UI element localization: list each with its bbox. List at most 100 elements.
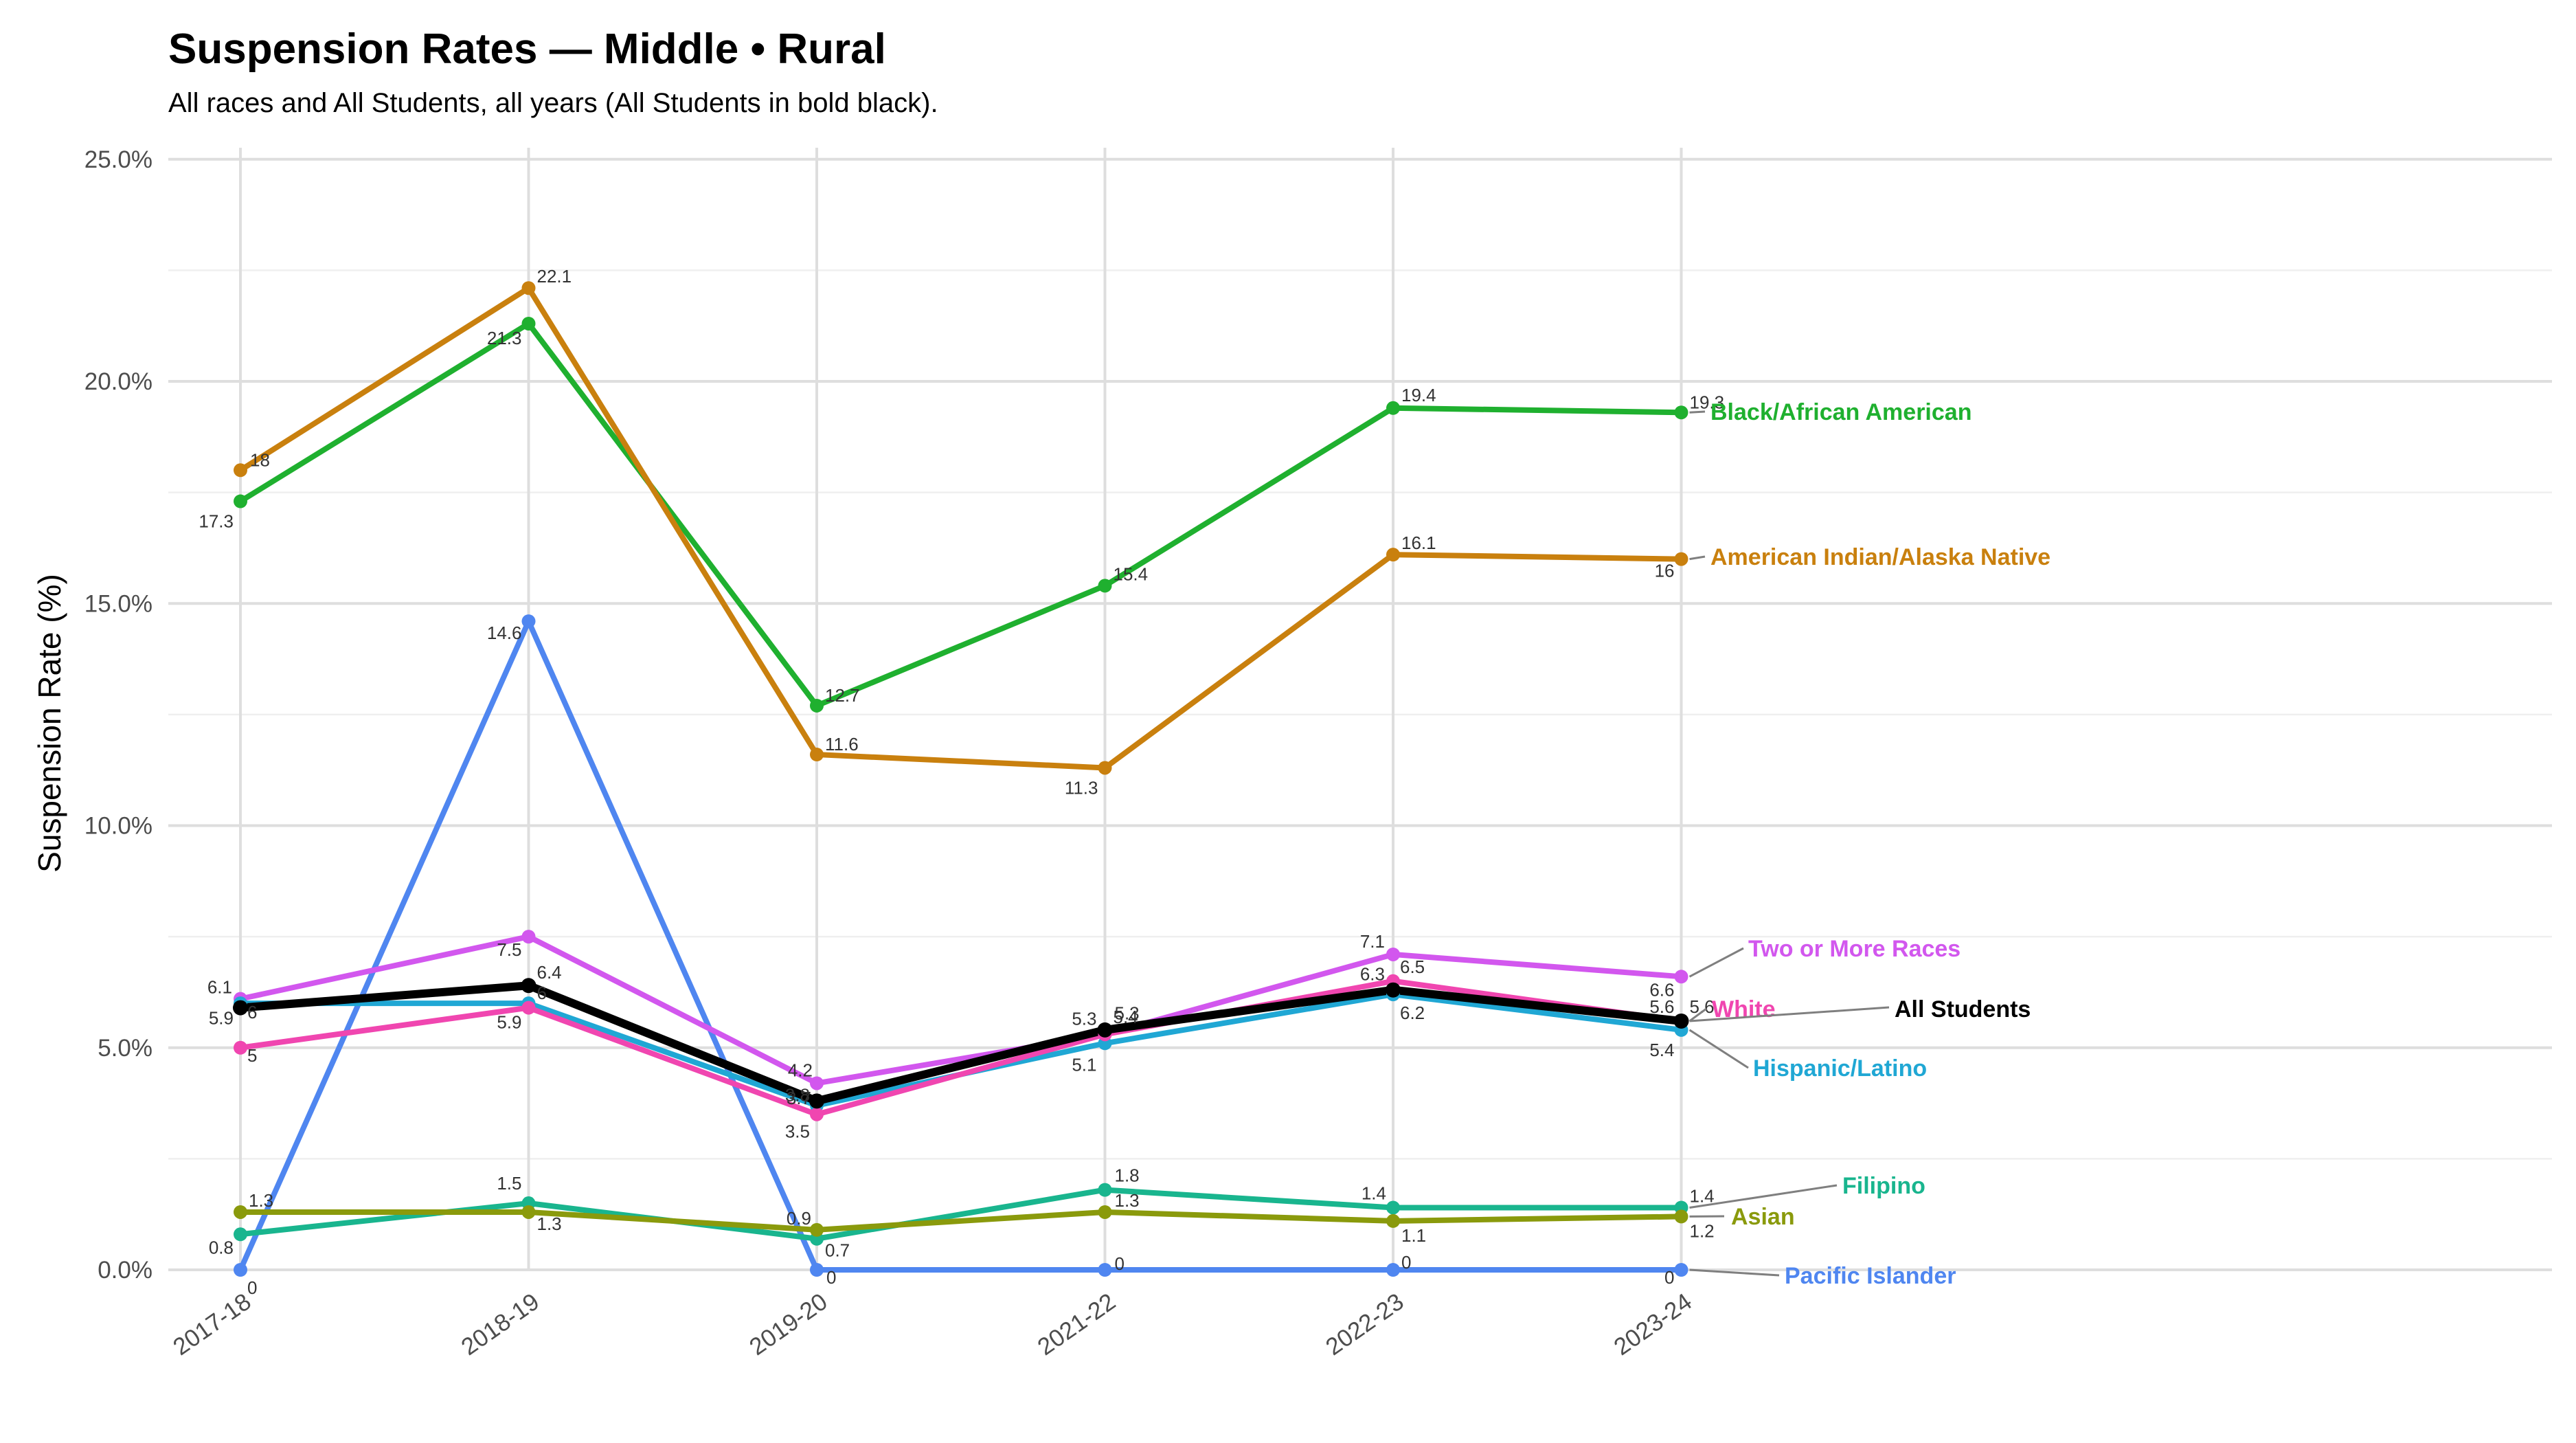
series-line-american-indian-alaska-native <box>238 285 1684 771</box>
series-line-black-african-american <box>238 320 1684 708</box>
data-point-all-students <box>1097 1022 1113 1038</box>
data-label-hispanic-latino: 6 <box>247 1002 257 1022</box>
data-point-american-indian-alaska-native <box>521 281 536 295</box>
data-label-two-or-more-races: 7.1 <box>1360 931 1385 952</box>
data-label-all-students: 3.8 <box>785 1084 810 1105</box>
data-point-pacific-islander <box>810 1263 824 1277</box>
x-tick-label: 2022-23 <box>1321 1288 1409 1361</box>
series-label-hispanic-latino: Hispanic/Latino <box>1753 1055 1927 1082</box>
data-point-white <box>521 1000 536 1015</box>
data-label-hispanic-latino: 3.7 <box>787 1088 811 1108</box>
y-tick-label: 25.0% <box>84 146 152 173</box>
data-label-pacific-islander: 0 <box>1115 1253 1125 1274</box>
data-label-asian: 1.3 <box>537 1213 562 1234</box>
data-point-filipino <box>1098 1183 1112 1197</box>
data-point-filipino <box>1386 1200 1400 1215</box>
data-point-all-students <box>809 1093 824 1109</box>
data-label-hispanic-latino: 6 <box>537 983 547 1003</box>
series-lines <box>236 285 1686 1273</box>
y-tick-label: 20.0% <box>84 368 152 395</box>
data-point-black-african-american <box>1386 401 1400 415</box>
x-tick-label: 2017-18 <box>168 1288 256 1361</box>
data-label-two-or-more-races: 6.6 <box>1649 979 1674 1000</box>
series-label-all-students: All Students <box>1895 996 2031 1022</box>
y-tick-label: 5.0% <box>98 1035 152 1062</box>
data-label-asian: 1.3 <box>249 1190 273 1211</box>
data-label-pacific-islander: 0 <box>1401 1252 1411 1273</box>
data-label-american-indian-alaska-native: 18 <box>250 449 270 470</box>
data-point-white <box>234 1040 247 1055</box>
data-point-two-or-more-races <box>521 930 536 944</box>
data-label-all-students: 5.6 <box>1690 996 1715 1017</box>
leader-line-american-indian-alaska-native <box>1689 555 1706 561</box>
data-label-asian: 1.3 <box>1115 1190 1140 1211</box>
data-point-asian <box>1386 1213 1400 1228</box>
data-point-black-african-american <box>234 494 247 508</box>
data-label-pacific-islander: 0 <box>1664 1267 1674 1288</box>
data-label-all-students: 6.3 <box>1360 964 1385 985</box>
series-line-pacific-islander <box>238 618 1684 1273</box>
data-label-filipino: 1.4 <box>1362 1183 1386 1203</box>
data-label-hispanic-latino: 5.1 <box>1072 1054 1096 1075</box>
data-point-all-students <box>521 978 536 994</box>
data-point-asian <box>234 1205 247 1219</box>
data-point-pacific-islander <box>1674 1263 1688 1277</box>
series-points <box>233 281 1689 1277</box>
data-label-black-african-american: 17.3 <box>199 511 234 532</box>
data-label-white: 5.9 <box>497 1012 521 1033</box>
data-point-all-students <box>1673 1013 1689 1029</box>
data-point-pacific-islander <box>521 614 536 629</box>
series-label-black-african-american: Black/African American <box>1710 399 1971 425</box>
series-line-two-or-more-races <box>238 934 1684 1086</box>
data-label-asian: 1.2 <box>1690 1220 1715 1241</box>
data-point-asian <box>521 1205 536 1219</box>
data-label-american-indian-alaska-native: 22.1 <box>537 266 572 287</box>
data-label-hispanic-latino: 5.4 <box>1649 1040 1674 1060</box>
leader-line-all-students <box>1689 1006 1890 1022</box>
chart-subtitle: All races and All Students, all years (A… <box>168 88 938 118</box>
data-label-hispanic-latino: 6.2 <box>1400 1003 1425 1023</box>
data-point-american-indian-alaska-native <box>810 748 824 762</box>
series-line-all-students <box>236 981 1686 1106</box>
data-label-filipino: 0.8 <box>209 1237 234 1257</box>
data-label-white: 6.5 <box>1400 957 1425 977</box>
data-label-pacific-islander: 14.6 <box>487 623 522 643</box>
data-point-american-indian-alaska-native <box>1674 552 1688 566</box>
data-label-black-african-american: 21.3 <box>487 328 522 348</box>
data-label-black-african-american: 12.7 <box>825 685 860 706</box>
y-tick-label: 10.0% <box>84 813 152 840</box>
data-label-two-or-more-races: 7.5 <box>497 939 521 960</box>
data-point-american-indian-alaska-native <box>234 463 247 478</box>
data-label-filipino: 0.7 <box>825 1240 850 1261</box>
data-point-asian <box>1098 1205 1112 1219</box>
data-point-pacific-islander <box>1386 1263 1400 1277</box>
leader-line-filipino <box>1689 1184 1838 1209</box>
data-labels: 17.3 21.3 12.7 15.4 19.4 19.3 18 22.1 11.6 11.3 16… <box>199 266 1724 1298</box>
x-tick-label: 2019-20 <box>745 1288 833 1361</box>
data-point-black-african-american <box>521 316 536 331</box>
data-point-two-or-more-races <box>1386 947 1400 961</box>
leader-line-two-or-more-races <box>1688 947 1744 978</box>
data-label-black-african-american: 19.3 <box>1690 392 1725 412</box>
data-label-two-or-more-races: 4.2 <box>788 1060 813 1080</box>
y-tick-label: 15.0% <box>84 590 152 617</box>
data-label-white: 5 <box>247 1045 257 1066</box>
data-label-white: 5.3 <box>1115 1003 1140 1023</box>
data-label-american-indian-alaska-native: 16.1 <box>1401 533 1436 553</box>
series-label-two-or-more-races: Two or More Races <box>1748 936 1961 962</box>
data-label-white: 5.6 <box>1649 996 1674 1017</box>
data-label-asian: 0.9 <box>787 1208 811 1229</box>
leader-line-white <box>1688 1007 1707 1022</box>
data-label-pacific-islander: 0 <box>826 1267 836 1288</box>
chart-title: Suspension Rates — Middle • Rural <box>168 25 886 73</box>
data-label-all-students: 6.4 <box>537 962 562 983</box>
data-point-black-african-american <box>810 698 824 713</box>
data-label-filipino: 1.8 <box>1115 1165 1140 1186</box>
data-point-all-students <box>1386 982 1401 998</box>
data-point-american-indian-alaska-native <box>1386 548 1400 562</box>
data-label-black-african-american: 15.4 <box>1114 563 1149 584</box>
data-point-pacific-islander <box>1098 1263 1112 1277</box>
data-point-american-indian-alaska-native <box>1098 761 1112 775</box>
data-label-white: 3.5 <box>785 1121 810 1142</box>
